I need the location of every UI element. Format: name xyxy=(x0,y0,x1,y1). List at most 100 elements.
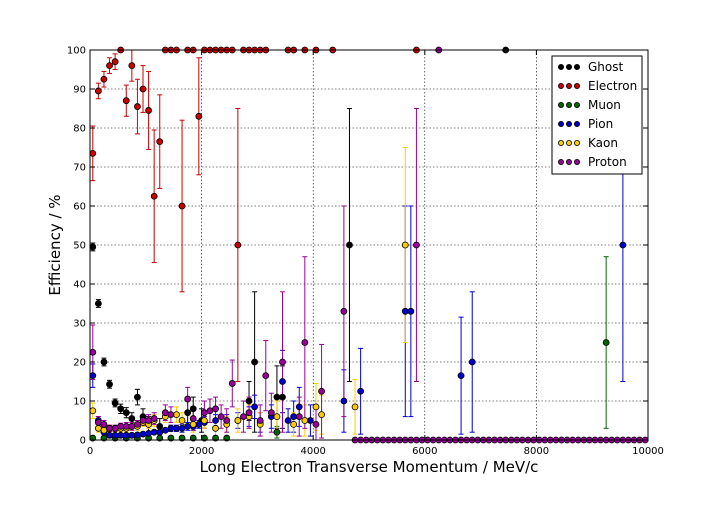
legend-marker xyxy=(574,139,581,146)
data-point xyxy=(346,241,353,249)
data-point xyxy=(200,409,208,417)
data-point xyxy=(312,403,320,411)
data-point xyxy=(184,422,192,430)
data-point xyxy=(295,413,303,421)
data-point xyxy=(468,358,476,366)
legend-label: Proton xyxy=(588,155,627,169)
data-point xyxy=(122,431,130,439)
data-point xyxy=(94,300,102,307)
data-point xyxy=(407,307,415,315)
data-point xyxy=(267,409,275,417)
data-point xyxy=(184,409,192,417)
data-point xyxy=(145,107,152,114)
data-point xyxy=(122,97,130,105)
data-point xyxy=(200,417,208,424)
data-point xyxy=(106,424,113,432)
y-tick-label: 20 xyxy=(73,358,86,369)
legend-marker xyxy=(566,64,573,71)
data-point xyxy=(312,420,320,428)
y-tick-label: 70 xyxy=(73,163,86,174)
legend-marker xyxy=(558,83,565,90)
data-point xyxy=(212,417,219,424)
y-axis-label: Efficiency / % xyxy=(46,194,64,295)
data-point xyxy=(134,431,141,439)
data-point xyxy=(273,393,281,401)
data-point xyxy=(290,420,298,428)
data-point xyxy=(413,241,420,249)
legend-label: Pion xyxy=(588,117,613,131)
x-tick-label: 6000 xyxy=(412,446,437,457)
data-point xyxy=(401,241,409,249)
data-point xyxy=(189,415,197,422)
data-point xyxy=(212,424,219,432)
data-point xyxy=(100,420,108,428)
data-point xyxy=(195,420,203,428)
data-point xyxy=(279,393,286,401)
data-point xyxy=(161,426,169,434)
legend-marker xyxy=(558,139,565,146)
data-point xyxy=(251,358,259,366)
legend-label: Electron xyxy=(588,79,637,93)
data-point xyxy=(134,420,141,428)
x-tick-label: 0 xyxy=(87,446,93,457)
data-point xyxy=(106,431,113,439)
legend-marker xyxy=(558,102,565,109)
data-point xyxy=(167,424,175,432)
legend-marker xyxy=(574,121,581,128)
data-point xyxy=(318,411,325,419)
data-point xyxy=(173,424,180,432)
data-point xyxy=(122,422,130,430)
data-point xyxy=(184,395,192,403)
data-point xyxy=(122,409,130,417)
data-point xyxy=(139,417,147,424)
y-tick-label: 30 xyxy=(73,319,86,330)
data-point xyxy=(178,424,186,432)
data-point xyxy=(161,409,169,417)
legend-marker xyxy=(574,64,581,71)
data-point xyxy=(234,241,242,249)
data-point xyxy=(111,399,119,407)
data-point xyxy=(89,372,97,380)
data-point xyxy=(212,405,219,413)
data-point xyxy=(106,380,113,388)
legend-marker xyxy=(566,158,573,165)
data-point xyxy=(245,409,253,417)
data-point xyxy=(150,428,158,436)
data-point xyxy=(89,407,97,415)
data-point xyxy=(262,372,270,380)
y-tick-label: 0 xyxy=(80,436,86,447)
data-point xyxy=(279,358,286,366)
legend-box xyxy=(551,55,643,175)
x-tick-label: 4000 xyxy=(300,446,325,457)
data-point xyxy=(279,378,286,385)
data-point xyxy=(134,103,141,110)
data-point xyxy=(178,202,186,210)
data-point xyxy=(206,407,214,415)
x-tick-label: 2000 xyxy=(189,446,214,457)
data-point xyxy=(94,419,102,426)
legend-marker xyxy=(574,158,581,165)
y-tick-label: 50 xyxy=(73,241,86,252)
y-tick-label: 40 xyxy=(73,280,86,291)
data-point xyxy=(100,426,108,434)
data-point xyxy=(240,413,247,421)
data-point xyxy=(89,348,97,356)
data-point xyxy=(128,62,136,69)
y-tick-label: 10 xyxy=(73,397,86,408)
data-point xyxy=(457,372,465,380)
data-point xyxy=(228,380,236,387)
data-point xyxy=(189,405,197,413)
data-point xyxy=(156,138,164,146)
data-point xyxy=(128,415,136,422)
legend-marker xyxy=(566,83,573,90)
data-point xyxy=(602,339,610,346)
data-point xyxy=(111,58,119,66)
data-point xyxy=(619,241,627,249)
data-point xyxy=(94,87,102,95)
data-point xyxy=(251,403,259,411)
data-point xyxy=(167,411,175,419)
data-point xyxy=(256,417,264,424)
x-tick-label: 8000 xyxy=(524,446,549,457)
data-point xyxy=(106,62,113,69)
